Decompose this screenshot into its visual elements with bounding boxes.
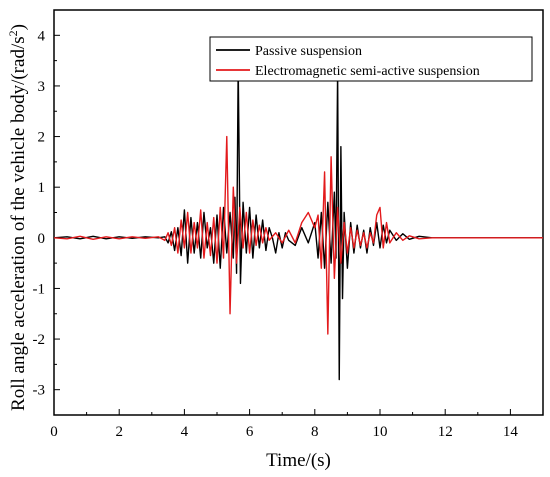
- y-axis-title-main: Roll angle acceleration of the vehicle b…: [8, 36, 29, 411]
- series-layer: [53, 64, 543, 381]
- series-line-passive: [53, 64, 543, 381]
- x-tick-label: 14: [503, 424, 519, 440]
- y-axis-title: Roll angle acceleration of the vehicle b…: [6, 24, 29, 411]
- y-tick-label: 0: [38, 231, 46, 247]
- x-tick-label: 0: [50, 424, 58, 440]
- series-line-semi-active: [53, 135, 543, 335]
- y-tick-label: 3: [38, 79, 46, 95]
- y-tick-label: 2: [38, 130, 46, 146]
- legend-label-passive: Passive suspension: [255, 44, 362, 59]
- y-tick-label: -3: [33, 383, 46, 399]
- y-axis-title-superscript: 2: [6, 30, 20, 36]
- y-tick-label: 1: [38, 180, 46, 196]
- x-tick-label: 12: [438, 424, 453, 440]
- x-tick-label: 6: [246, 424, 254, 440]
- legend: Passive suspension Electromagnetic semi-…: [209, 36, 533, 82]
- y-tick-label: -1: [33, 281, 46, 297]
- legend-box: [209, 36, 533, 82]
- x-axis-title: Time/(s): [266, 450, 331, 471]
- y-tick-label: -2: [33, 332, 46, 348]
- x-tick-label: 2: [115, 424, 123, 440]
- y-axis-title-tail: ): [8, 24, 29, 30]
- x-tick-label: 4: [181, 424, 189, 440]
- x-tick-label: 8: [311, 424, 319, 440]
- legend-label-semi-active: Electromagnetic semi-active suspension: [255, 64, 480, 79]
- x-tick-label: 10: [373, 424, 388, 440]
- y-tick-label: 4: [38, 28, 46, 44]
